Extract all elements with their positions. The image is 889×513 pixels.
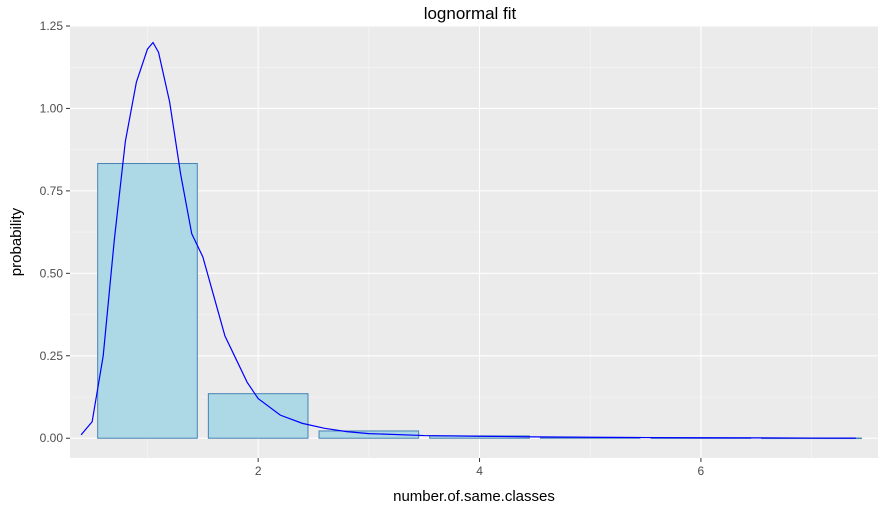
y-tick-label: 0.50 (40, 266, 64, 280)
histogram-bar (97, 163, 198, 439)
histogram-bar (207, 393, 309, 439)
y-tick-label: 1.00 (40, 101, 64, 115)
x-tick-label: 2 (255, 464, 262, 478)
minor-gridlines (70, 26, 878, 458)
lognormal-density-line (80, 41, 856, 439)
plot-panel (70, 26, 878, 458)
y-tick-label: 0.25 (40, 349, 64, 363)
y-axis-ticks: 0.00 0.25 0.50 0.75 1.00 1.25 (40, 19, 70, 445)
x-axis-ticks: 2 4 6 (255, 458, 705, 478)
y-tick-label: 0.75 (40, 184, 64, 198)
chart-title: lognormal fit (424, 4, 517, 23)
x-axis-label: number.of.same.classes (393, 488, 555, 505)
x-tick-label: 6 (698, 464, 705, 478)
histogram-bars (97, 163, 862, 440)
y-tick-label: 1.25 (40, 19, 64, 33)
x-tick-label: 4 (476, 464, 483, 478)
y-tick-label: 0.00 (40, 431, 64, 445)
y-axis-label: probability (8, 207, 25, 276)
histogram-bar (318, 430, 420, 439)
